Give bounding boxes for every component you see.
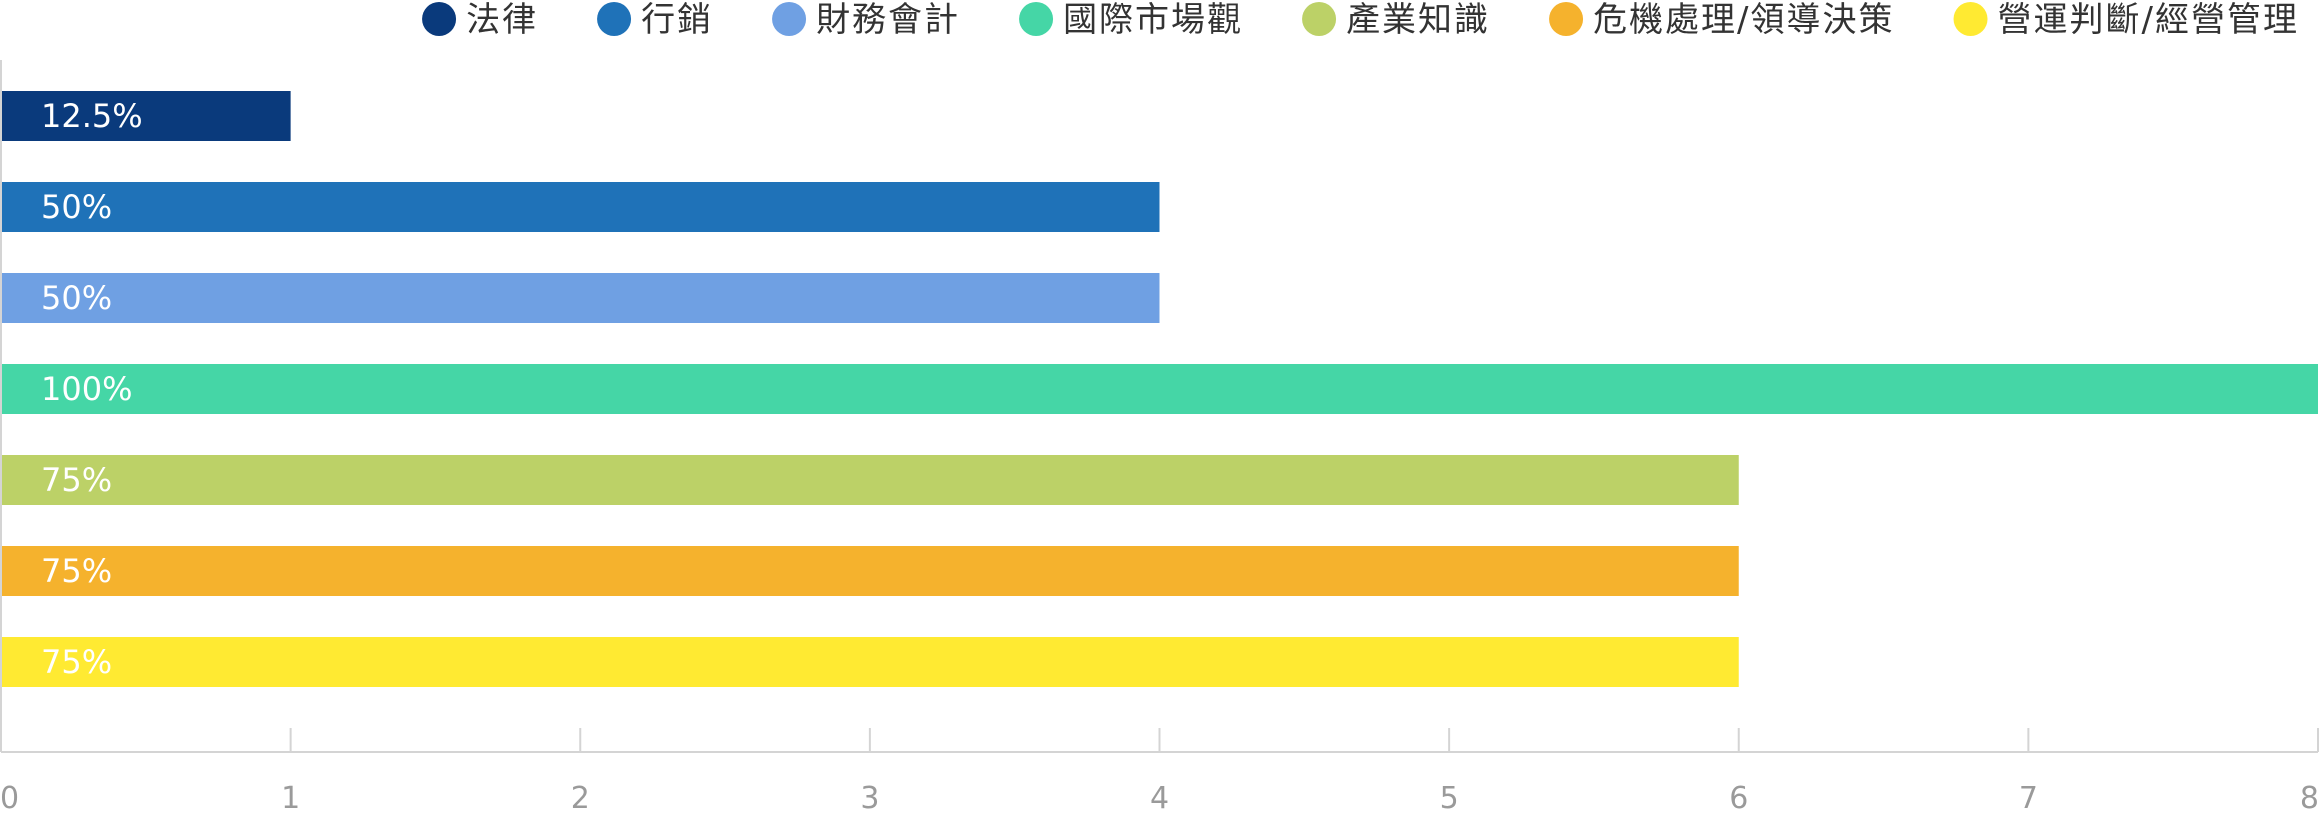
bar-value-label: 50% bbox=[41, 279, 112, 317]
legend-label: 財務會計 bbox=[816, 0, 960, 40]
legend-marker bbox=[597, 2, 632, 36]
legend-label: 危機處理/領導決策 bbox=[1593, 0, 1894, 40]
legend-marker bbox=[422, 2, 457, 36]
bar-2 bbox=[1, 182, 1160, 232]
bars: 12.5% 50% 50% 100% 75% 75% 75% bbox=[1, 91, 2318, 687]
legend-label: 產業知識 bbox=[1346, 0, 1490, 40]
x-tick-label: 5 bbox=[1440, 781, 1459, 816]
x-tick-label: 7 bbox=[2019, 781, 2038, 816]
legend-item: 產業知識 bbox=[1302, 0, 1490, 40]
legend-item: 危機處理/領導決策 bbox=[1549, 0, 1894, 40]
bar-value-label: 50% bbox=[41, 188, 112, 226]
bar-value-label: 75% bbox=[41, 552, 112, 590]
legend-marker bbox=[772, 2, 807, 36]
bar-6 bbox=[1, 546, 1739, 596]
legend-item: 行銷 bbox=[597, 0, 713, 40]
legend-item: 財務會計 bbox=[772, 0, 960, 40]
bar-value-label: 100% bbox=[41, 370, 132, 408]
bar-5 bbox=[1, 455, 1739, 505]
legend-label: 營運判斷/經營管理 bbox=[1998, 0, 2299, 40]
bar-value-label: 75% bbox=[41, 461, 112, 499]
x-axis: 0 1 2 3 4 5 6 7 8 bbox=[0, 60, 2319, 816]
x-tick-label: 4 bbox=[1150, 781, 1169, 816]
legend-marker bbox=[1549, 2, 1584, 36]
bar-7 bbox=[1, 637, 1739, 687]
bar-4 bbox=[1, 364, 2318, 414]
bar-1 bbox=[1, 91, 291, 141]
legend-label: 行銷 bbox=[641, 0, 713, 40]
legend-label: 法律 bbox=[466, 0, 538, 40]
bar-3 bbox=[1, 273, 1160, 323]
x-tick-label: 0 bbox=[0, 781, 19, 816]
legend-marker bbox=[1953, 2, 1988, 36]
x-tick-label: 6 bbox=[1729, 781, 1748, 816]
legend-marker bbox=[1302, 2, 1337, 36]
legend-item: 營運判斷/經營管理 bbox=[1953, 0, 2299, 40]
x-tick-label: 8 bbox=[2300, 781, 2319, 816]
legend-label: 國際市場觀 bbox=[1063, 0, 1243, 40]
legend-item: 國際市場觀 bbox=[1019, 0, 1243, 40]
legend-marker bbox=[1019, 2, 1054, 36]
x-tick-label: 3 bbox=[860, 781, 879, 816]
bar-value-label: 12.5% bbox=[41, 97, 143, 135]
bar-value-label: 75% bbox=[41, 643, 112, 681]
x-tick-label: 2 bbox=[571, 781, 590, 816]
legend: 法律 行銷 財務會計 國際市場觀 產業知識 危機處理/領導決策 營運判斷/經營管理 bbox=[422, 0, 2299, 40]
x-tick-label: 1 bbox=[281, 781, 300, 816]
legend-item: 法律 bbox=[422, 0, 538, 40]
